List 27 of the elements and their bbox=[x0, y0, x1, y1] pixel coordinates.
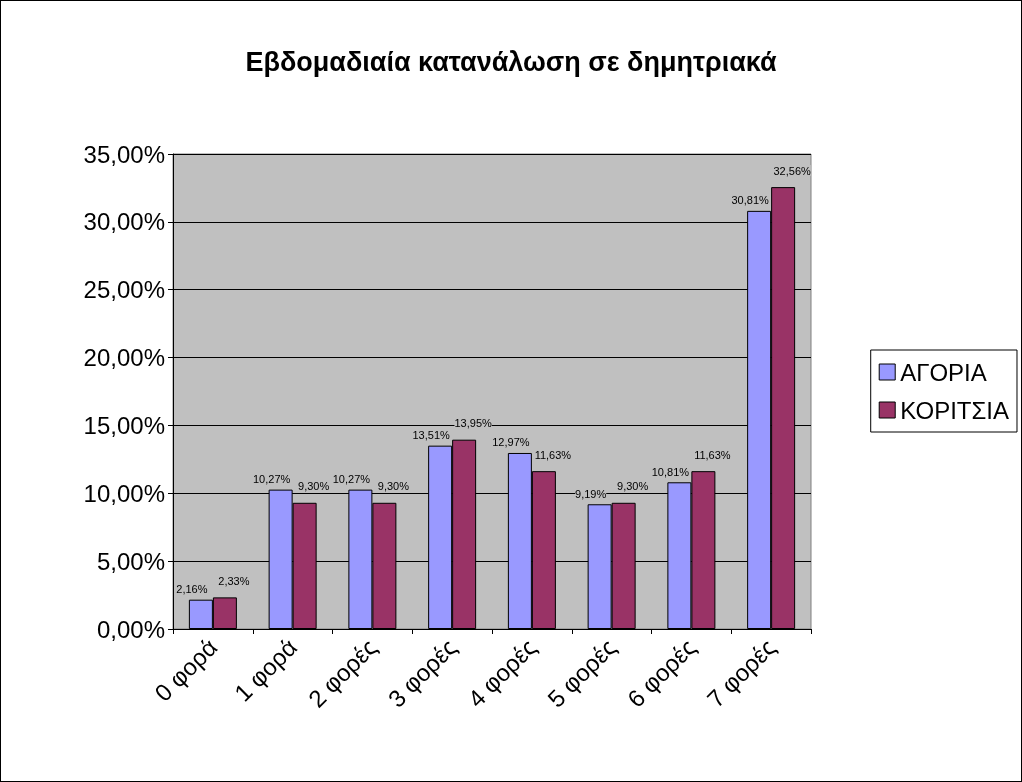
data-label: 9,19% bbox=[575, 487, 607, 500]
data-label: 30,81% bbox=[731, 194, 769, 207]
y-tick-label: 25,00% bbox=[83, 276, 165, 304]
y-tick-label: 20,00% bbox=[83, 344, 165, 372]
data-label: 9,30% bbox=[298, 480, 330, 493]
y-tick-label: 15,00% bbox=[83, 411, 165, 439]
y-tick-label: 35,00% bbox=[83, 140, 165, 168]
data-label: 2,33% bbox=[218, 574, 250, 587]
data-label: 12,97% bbox=[492, 436, 530, 449]
data-label: 9,30% bbox=[377, 480, 410, 493]
y-tick-label: 10,00% bbox=[83, 479, 165, 507]
data-label: 13,95% bbox=[454, 417, 492, 430]
data-label: 32,56% bbox=[773, 164, 811, 177]
data-label: 10,81% bbox=[651, 465, 690, 478]
data-label: 9,30% bbox=[617, 480, 649, 493]
legend-label: ΑΓΟΡΙΑ bbox=[900, 358, 987, 386]
legend-label: ΚΟΡΙΤΣΙΑ bbox=[900, 396, 1010, 424]
data-label: 13,51% bbox=[412, 429, 450, 442]
data-label: 10,27% bbox=[252, 473, 291, 486]
data-label: 11,63% bbox=[534, 448, 572, 461]
y-tick-label: 5,00% bbox=[96, 547, 165, 575]
chart-title: Εβδομαδιαία κατανάλωση σε δημητριακά bbox=[245, 46, 777, 77]
data-label: 10,27% bbox=[332, 473, 371, 486]
data-label: 11,63% bbox=[694, 448, 731, 461]
y-tick-label: 0,00% bbox=[96, 615, 165, 643]
y-tick-label: 30,00% bbox=[83, 208, 165, 236]
data-label: 2,16% bbox=[176, 583, 208, 596]
